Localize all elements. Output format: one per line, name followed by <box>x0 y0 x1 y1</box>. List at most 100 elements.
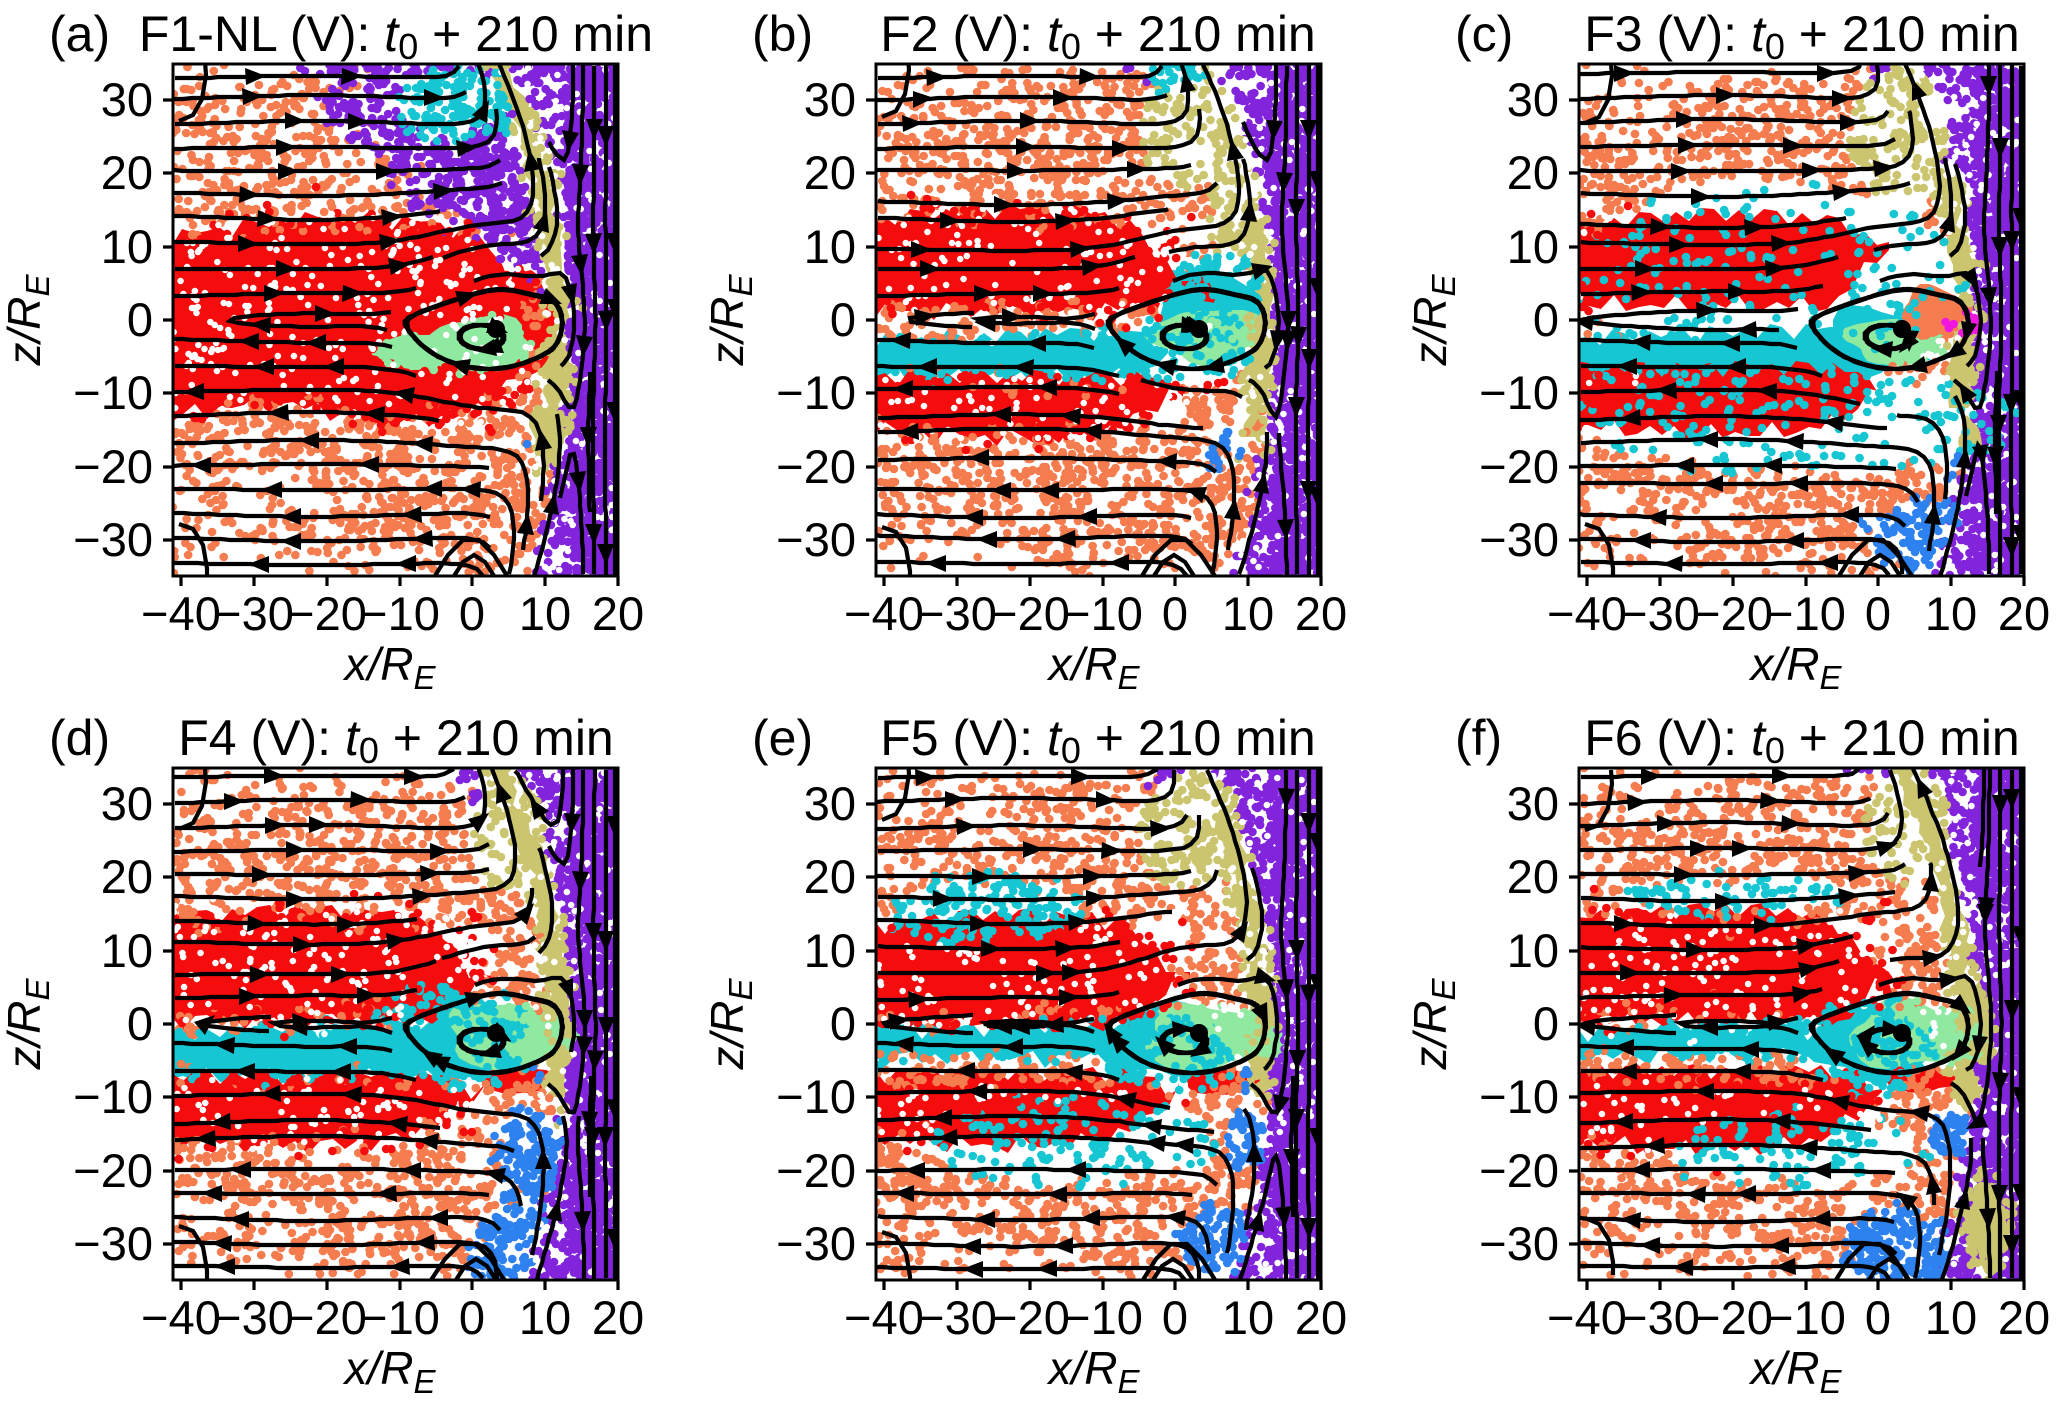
svg-text:−30: −30 <box>73 513 153 566</box>
svg-text:30: 30 <box>101 73 153 126</box>
svg-text:−20: −20 <box>1693 1291 1773 1344</box>
svg-text:(c): (c) <box>1455 6 1513 62</box>
svg-text:−10: −10 <box>1063 1291 1143 1344</box>
svg-text:−20: −20 <box>73 440 153 493</box>
svg-text:20: 20 <box>1507 850 1559 903</box>
svg-text:−10: −10 <box>776 1070 856 1123</box>
svg-text:10: 10 <box>101 924 153 977</box>
svg-text:0: 0 <box>1865 1291 1891 1344</box>
svg-text:10: 10 <box>1222 1291 1274 1344</box>
svg-text:0: 0 <box>1865 587 1891 640</box>
svg-text:−20: −20 <box>287 1291 367 1344</box>
svg-text:−10: −10 <box>1766 587 1846 640</box>
svg-text:−40: −40 <box>844 587 924 640</box>
svg-text:(a): (a) <box>49 6 110 62</box>
svg-text:F3 (V): t0 + 210 min: F3 (V): t0 + 210 min <box>1584 6 2020 67</box>
svg-text:−20: −20 <box>990 1291 1070 1344</box>
svg-text:−40: −40 <box>141 1291 221 1344</box>
svg-text:−10: −10 <box>1766 1291 1846 1344</box>
svg-text:10: 10 <box>101 220 153 273</box>
svg-text:−40: −40 <box>1547 1291 1627 1344</box>
svg-text:20: 20 <box>1507 146 1559 199</box>
svg-text:0: 0 <box>1533 997 1559 1050</box>
svg-text:−30: −30 <box>1620 587 1700 640</box>
svg-text:0: 0 <box>459 1291 485 1344</box>
svg-text:0: 0 <box>1533 293 1559 346</box>
svg-text:10: 10 <box>1222 587 1274 640</box>
svg-text:x/RE: x/RE <box>1748 638 1842 696</box>
svg-text:x/RE: x/RE <box>1046 638 1140 696</box>
svg-text:20: 20 <box>101 850 153 903</box>
svg-text:0: 0 <box>830 997 856 1050</box>
svg-text:20: 20 <box>1998 587 2050 640</box>
svg-text:10: 10 <box>519 587 571 640</box>
svg-text:0: 0 <box>459 587 485 640</box>
svg-text:−10: −10 <box>1479 366 1559 419</box>
svg-text:−10: −10 <box>1479 1070 1559 1123</box>
svg-text:10: 10 <box>804 924 856 977</box>
svg-text:F1-NL (V): t0 + 210 min: F1-NL (V): t0 + 210 min <box>139 6 653 67</box>
svg-text:0: 0 <box>127 997 153 1050</box>
svg-text:30: 30 <box>804 73 856 126</box>
svg-text:−30: −30 <box>214 587 294 640</box>
svg-text:F6 (V): t0 + 210 min: F6 (V): t0 + 210 min <box>1584 710 2020 771</box>
svg-text:F4 (V): t0 + 210 min: F4 (V): t0 + 210 min <box>178 710 614 771</box>
svg-text:−20: −20 <box>287 587 367 640</box>
svg-text:10: 10 <box>1925 1291 1977 1344</box>
svg-text:−20: −20 <box>1693 587 1773 640</box>
svg-text:−10: −10 <box>360 587 440 640</box>
svg-text:−30: −30 <box>776 1217 856 1270</box>
svg-text:20: 20 <box>1295 587 1347 640</box>
svg-text:−20: −20 <box>990 587 1070 640</box>
svg-text:10: 10 <box>1507 220 1559 273</box>
svg-text:−10: −10 <box>776 366 856 419</box>
svg-text:10: 10 <box>1925 587 1977 640</box>
svg-text:20: 20 <box>804 146 856 199</box>
svg-text:F5 (V): t0 + 210 min: F5 (V): t0 + 210 min <box>880 710 1316 771</box>
svg-text:10: 10 <box>519 1291 571 1344</box>
svg-text:(b): (b) <box>752 6 813 62</box>
svg-text:0: 0 <box>127 293 153 346</box>
svg-text:x/RE: x/RE <box>342 1342 436 1400</box>
svg-text:0: 0 <box>1162 1291 1188 1344</box>
svg-text:30: 30 <box>101 777 153 830</box>
svg-text:0: 0 <box>1162 587 1188 640</box>
svg-text:(f): (f) <box>1455 710 1502 766</box>
svg-text:(e): (e) <box>752 710 813 766</box>
svg-text:−20: −20 <box>1479 440 1559 493</box>
svg-text:−30: −30 <box>1479 1217 1559 1270</box>
svg-text:z/RE: z/RE <box>701 274 759 367</box>
svg-text:10: 10 <box>804 220 856 273</box>
svg-text:−40: −40 <box>141 587 221 640</box>
svg-text:−30: −30 <box>73 1217 153 1270</box>
svg-text:−10: −10 <box>73 1070 153 1123</box>
svg-text:20: 20 <box>1295 1291 1347 1344</box>
svg-text:(d): (d) <box>49 710 110 766</box>
svg-text:0: 0 <box>830 293 856 346</box>
svg-text:−30: −30 <box>214 1291 294 1344</box>
svg-text:F2 (V): t0 + 210 min: F2 (V): t0 + 210 min <box>880 6 1316 67</box>
svg-text:−30: −30 <box>1479 513 1559 566</box>
svg-text:−10: −10 <box>360 1291 440 1344</box>
svg-text:−10: −10 <box>73 366 153 419</box>
svg-text:−20: −20 <box>1479 1144 1559 1197</box>
svg-text:20: 20 <box>592 587 644 640</box>
svg-text:−20: −20 <box>776 440 856 493</box>
svg-text:20: 20 <box>1998 1291 2050 1344</box>
svg-text:−20: −20 <box>776 1144 856 1197</box>
svg-text:20: 20 <box>592 1291 644 1344</box>
svg-text:−30: −30 <box>776 513 856 566</box>
svg-text:−40: −40 <box>1547 587 1627 640</box>
svg-text:30: 30 <box>1507 777 1559 830</box>
svg-text:−30: −30 <box>1620 1291 1700 1344</box>
svg-text:−10: −10 <box>1063 587 1143 640</box>
svg-text:−30: −30 <box>917 587 997 640</box>
svg-text:30: 30 <box>1507 73 1559 126</box>
svg-text:20: 20 <box>101 146 153 199</box>
svg-text:30: 30 <box>804 777 856 830</box>
svg-text:z/RE: z/RE <box>1404 978 1462 1071</box>
svg-text:−40: −40 <box>844 1291 924 1344</box>
svg-text:−30: −30 <box>917 1291 997 1344</box>
svg-text:−20: −20 <box>73 1144 153 1197</box>
svg-text:20: 20 <box>804 850 856 903</box>
